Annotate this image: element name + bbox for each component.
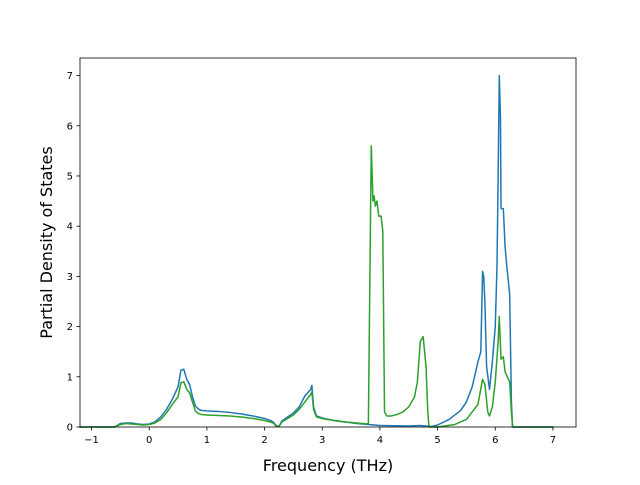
y-tick-label: 4 xyxy=(67,222,73,233)
y-tick-label: 3 xyxy=(67,272,73,283)
y-tick-label: 0 xyxy=(67,423,73,434)
y-tick-label: 5 xyxy=(67,171,73,182)
y-tick-label: 2 xyxy=(67,322,73,333)
x-tick-label: −1 xyxy=(84,435,99,446)
y-tick-label: 6 xyxy=(67,121,73,132)
x-tick-label: 3 xyxy=(319,435,325,446)
y-tick-label: 1 xyxy=(67,372,73,383)
x-tick-label: 6 xyxy=(492,435,498,446)
plot-frame xyxy=(79,57,577,428)
series-layer xyxy=(79,74,554,428)
x-tick-label: 4 xyxy=(377,435,383,446)
x-tick-label: 0 xyxy=(146,435,152,446)
x-tick-label: 1 xyxy=(204,435,210,446)
series-line-2 xyxy=(79,145,554,428)
x-tick-label: 5 xyxy=(434,435,440,446)
x-tick-label: 7 xyxy=(550,435,556,446)
y-axis-ticks: 0 1 2 3 4 5 6 7 xyxy=(67,71,80,434)
y-tick-label: 7 xyxy=(67,71,73,82)
x-axis-label: Frequency (THz) xyxy=(263,456,393,475)
x-axis-ticks: −1 0 1 2 3 4 5 6 7 xyxy=(84,427,556,446)
y-axis-label: Partial Density of States xyxy=(37,146,56,338)
x-tick-label: 2 xyxy=(261,435,267,446)
